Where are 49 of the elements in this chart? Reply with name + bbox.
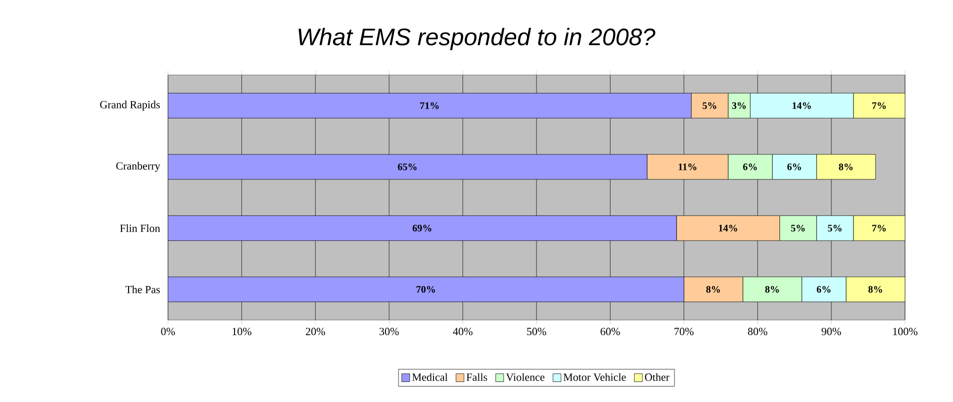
x-tick-label: 90% <box>822 328 841 336</box>
data-label: 5% <box>702 102 716 109</box>
legend-label: Medical <box>412 373 448 381</box>
x-tick-label: 0% <box>161 328 175 336</box>
bar <box>168 92 692 118</box>
data-label: 6% <box>787 163 802 170</box>
data-label: 7% <box>872 224 886 232</box>
data-label: 14% <box>792 102 811 109</box>
data-label: 14% <box>718 224 738 232</box>
bar <box>853 92 906 118</box>
y-tick-label: Cranberry <box>116 162 160 172</box>
data-label: 8% <box>706 286 720 293</box>
x-tick-label: 70% <box>674 328 694 336</box>
data-label: 6% <box>816 286 830 293</box>
x-tick-label: 40% <box>452 328 472 336</box>
x-tick-label: 60% <box>600 328 620 336</box>
legend-label: Motor Vehicle <box>563 373 626 381</box>
data-label: 11% <box>678 163 696 170</box>
data-label: 70% <box>416 286 435 293</box>
bar <box>168 215 677 241</box>
data-label: 7% <box>872 102 886 109</box>
x-tick-label: 10% <box>232 328 252 336</box>
x-tick-label: 30% <box>380 328 399 336</box>
data-label: 65% <box>398 163 417 170</box>
bar <box>168 154 648 180</box>
bar <box>853 215 906 241</box>
legend-label: Other <box>645 373 670 381</box>
x-tick-label: 50% <box>527 328 546 336</box>
x-tick-label: 80% <box>748 328 768 336</box>
legend-label: Falls <box>466 373 488 381</box>
data-label: 3% <box>732 102 746 109</box>
data-label: 71% <box>420 102 439 109</box>
x-tick-label: 20% <box>306 328 326 336</box>
data-label: 8% <box>765 286 779 293</box>
legend-label: Violence <box>506 373 544 381</box>
y-tick-label: The Pas <box>125 286 160 294</box>
y-tick-label: Grand Rapids <box>100 100 160 111</box>
data-label: 5% <box>791 224 805 232</box>
data-label: 6% <box>743 163 757 170</box>
data-label: 5% <box>828 224 842 232</box>
data-label: 69% <box>412 224 432 232</box>
data-label: 8% <box>868 286 882 293</box>
data-label: 8% <box>838 163 853 170</box>
x-tick-label: 100% <box>893 328 918 336</box>
y-tick-label: Flin Flon <box>120 224 160 232</box>
bar <box>168 276 684 302</box>
bar <box>846 276 906 302</box>
bar <box>816 154 876 180</box>
chart-title: What EMS responded to in 2008? <box>298 28 656 50</box>
